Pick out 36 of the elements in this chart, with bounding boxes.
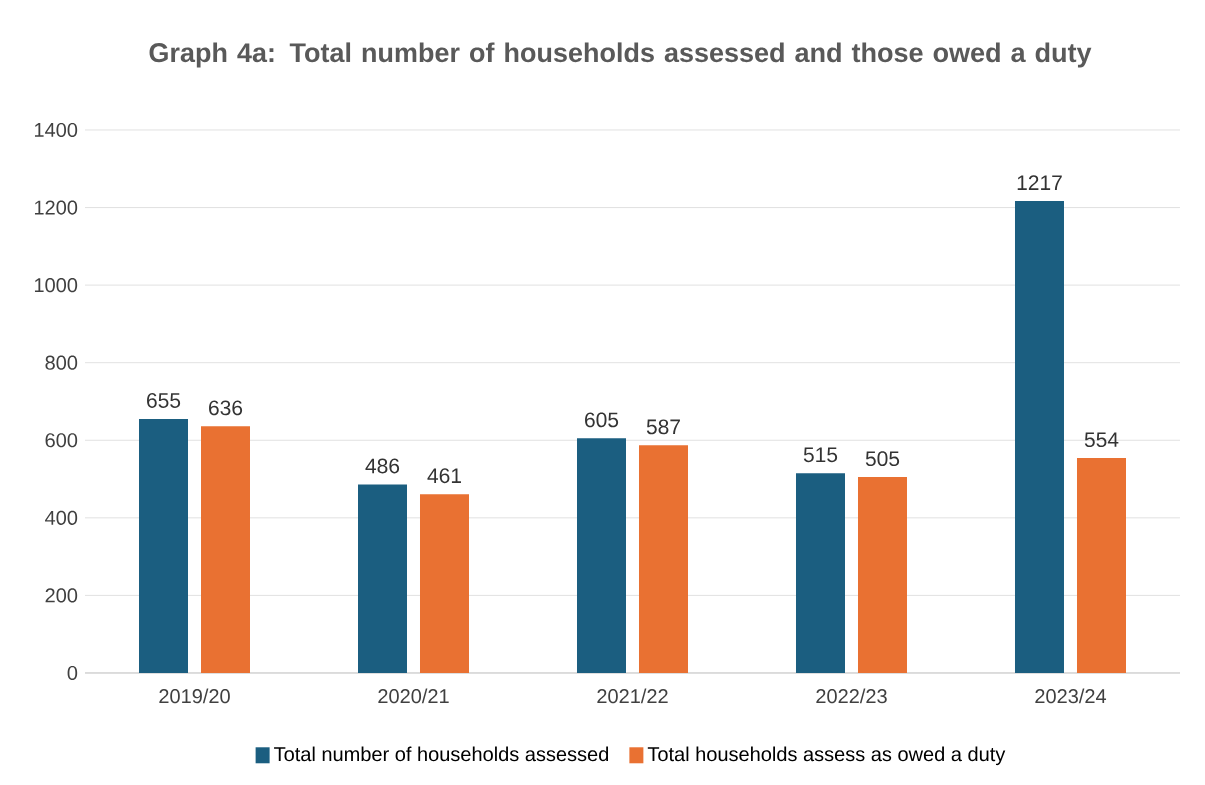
- y-tick-label: 0: [67, 665, 78, 681]
- bar: [420, 494, 469, 673]
- x-tick-label: 2022/23: [816, 688, 887, 704]
- bar: [201, 426, 250, 673]
- bar: [795, 473, 845, 673]
- x-tick-label: 2021/22: [597, 688, 668, 704]
- y-tick-label: 400: [45, 510, 78, 525]
- x-tick-label: 2023/24: [1035, 688, 1107, 704]
- data-label: 655: [147, 393, 181, 408]
- bar: [1014, 200, 1064, 673]
- y-tick-label: 200: [45, 588, 78, 603]
- bar: [1076, 458, 1126, 673]
- bar: [858, 477, 907, 673]
- y-tick-label: 1200: [34, 200, 78, 215]
- bar: [577, 438, 626, 673]
- data-label: 461: [427, 468, 461, 484]
- legend-label: Total number of households assessed: [274, 746, 609, 762]
- x-tick-label: 2019/20: [159, 688, 230, 704]
- legend-label: Total households assess as owed a duty: [647, 746, 1006, 766]
- data-label: 505: [865, 451, 900, 467]
- y-tick-label: 1400: [34, 122, 78, 138]
- data-label: 587: [646, 419, 680, 435]
- bar: [139, 418, 188, 673]
- y-tick-label: 800: [45, 355, 78, 370]
- data-label: 554: [1084, 432, 1119, 448]
- y-tick-label: 600: [45, 433, 78, 448]
- data-label: 636: [209, 400, 243, 416]
- bar: [639, 445, 688, 673]
- data-label: 515: [803, 447, 838, 463]
- data-label: 486: [365, 458, 400, 474]
- bar: [358, 484, 407, 673]
- y-tick-label: 1000: [34, 278, 78, 293]
- chart-title: Graph 4a: Total number of households assessed and those owed a duty: [149, 42, 1092, 68]
- x-tick-label: 2020/21: [378, 688, 449, 704]
- data-label: 605: [585, 412, 619, 428]
- data-label: 1217: [1017, 175, 1062, 190]
